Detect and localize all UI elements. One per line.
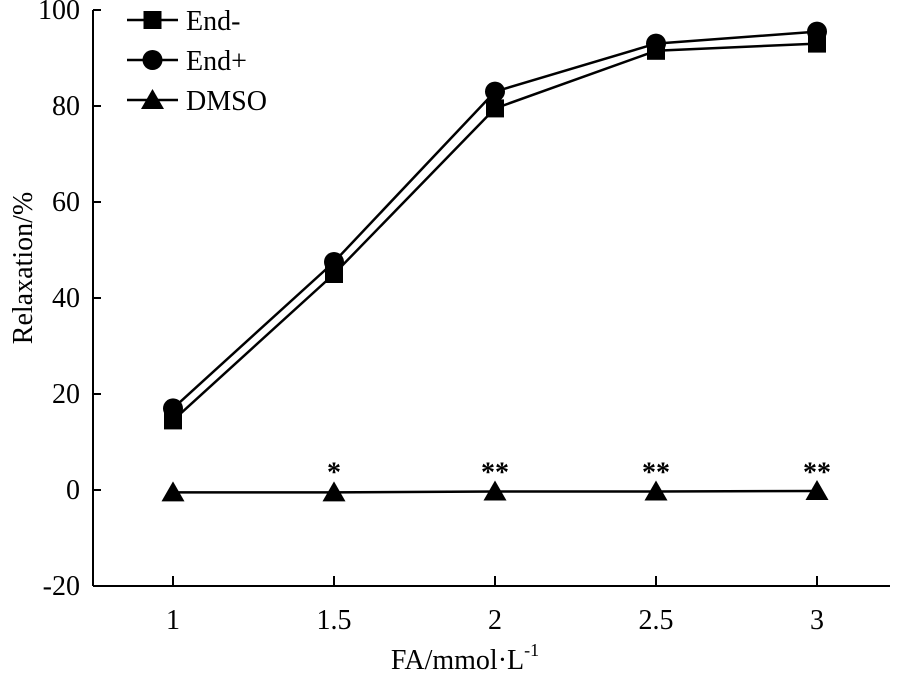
legend-marker (141, 89, 164, 109)
legend-label: End+ (186, 46, 247, 77)
annotation-layer: * ** ** ** (327, 458, 831, 489)
legend-label: End- (186, 6, 240, 37)
y-tick-label: 100 (38, 0, 80, 26)
series-dmso (161, 479, 829, 502)
x-tick-label: 1 (166, 605, 180, 636)
y-tick-label: -20 (43, 571, 80, 602)
x-tick-label: 1.5 (317, 605, 352, 636)
y-tick-label: 40 (52, 283, 80, 314)
data-point-end-plus (163, 398, 183, 419)
legend-entry-end-plus: End+ (127, 46, 247, 77)
significance-annotation: ** (803, 458, 831, 489)
x-tick-label: 3 (810, 605, 824, 636)
legend-entry-dmso: DMSO (127, 86, 267, 117)
data-point-end-plus (485, 81, 505, 102)
legend-marker (142, 50, 163, 70)
x-tick-label: 2 (488, 605, 502, 636)
x-tick-label: 2.5 (639, 605, 674, 636)
data-point-end-plus (646, 33, 666, 54)
data-point-dmso (644, 480, 668, 501)
y-tick-label: 80 (52, 91, 80, 122)
x-axis-title-main: FA/mmol·L (391, 645, 524, 675)
data-point-dmso (483, 480, 507, 501)
legend-entry-end: End- (127, 6, 240, 37)
significance-annotation: ** (642, 458, 670, 489)
data-point-dmso (805, 479, 829, 500)
significance-annotation: ** (481, 458, 509, 489)
significance-annotation: * (327, 458, 341, 489)
y-ticks: -20 0 20 40 60 80 100 (38, 0, 101, 602)
data-point-dmso (161, 481, 185, 502)
legend: End- End+ DMSO (127, 6, 267, 117)
legend-label: DMSO (186, 86, 267, 117)
y-tick-label: 20 (52, 379, 80, 410)
y-tick-label: 0 (66, 475, 80, 506)
data-point-dmso (322, 481, 346, 502)
x-axis-title-superscript: -1 (524, 640, 539, 660)
legend-marker (143, 11, 162, 29)
series-end-plus (163, 21, 827, 419)
x-ticks: 1 1.5 2 2.5 3 (166, 576, 824, 636)
data-point-end-plus (324, 252, 344, 272)
x-axis-title: FA/mmol·L-1 (391, 640, 539, 675)
series-layer (161, 21, 829, 502)
y-tick-label: 60 (52, 187, 80, 218)
data-point-end-plus (807, 21, 827, 42)
data-point-end (486, 99, 504, 118)
y-axis-title: Relaxation/% (8, 192, 39, 344)
